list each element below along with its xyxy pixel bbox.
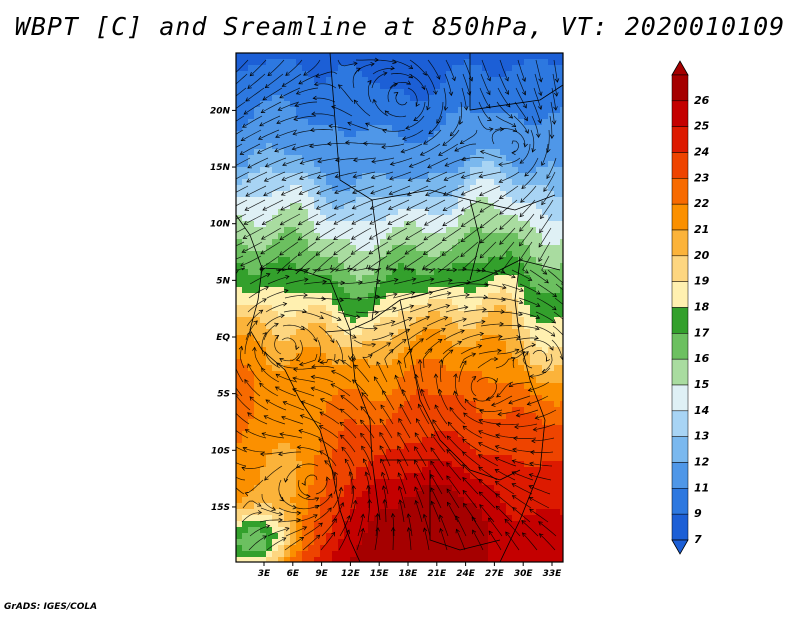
colorbar-swatch (671, 255, 689, 282)
colorbar-label: 20 (694, 249, 710, 262)
colorbar-label: 22 (694, 197, 710, 210)
wbpt-field (236, 53, 563, 562)
credit-label: GrADS: IGES/COLA (4, 602, 98, 612)
colorbar-swatch (671, 307, 689, 334)
lon-tick-label: 6E (287, 569, 300, 579)
colorbar-label: 14 (694, 404, 709, 417)
colorbar-label: 17 (694, 326, 710, 339)
colorbar-label: 18 (694, 301, 710, 314)
colorbar-swatch (671, 229, 689, 257)
colorbar-swatch (671, 513, 689, 541)
colorbar-label: 7 (694, 533, 702, 546)
colorbar: 26 25 24 23 22 21 20 19 18 17 16 15 14 13 12 11 9 7 (671, 60, 710, 555)
lat-tick-label: EQ (216, 333, 230, 343)
colorbar-label: 19 (694, 275, 710, 288)
lon-tick-label: 33E (543, 569, 563, 579)
colorbar-label: 24 (694, 146, 709, 159)
colorbar-label: 23 (694, 171, 710, 184)
lon-tick-label: 12E (341, 569, 361, 579)
lon-tick-label: 30E (514, 569, 534, 579)
lon-tick-label: 15E (370, 569, 390, 579)
country-borders (236, 53, 563, 562)
map-title: WBPT [C] and Sreamline at 850hPa, VT: 20… (14, 12, 786, 41)
longitude-axis: 3E 6E 9E 12E 15E 18E 21E 24E 27E 30E 33E (258, 562, 562, 579)
lon-tick-label: 9E (315, 569, 328, 579)
colorbar-label: 11 (694, 481, 709, 494)
colorbar-swatch (671, 384, 689, 412)
lat-tick-label: 20N (210, 106, 231, 116)
colorbar-swatch (671, 100, 689, 127)
colorbar-swatch (671, 333, 689, 360)
colorbar-label: 26 (694, 94, 710, 107)
colorbar-label: 25 (694, 120, 710, 133)
lat-tick-label: 10S (211, 446, 230, 456)
colorbar-top-arrow (671, 60, 689, 76)
lon-tick-label: 27E (485, 569, 505, 579)
colorbar-swatch (671, 488, 689, 515)
colorbar-bottom-arrow (671, 539, 689, 555)
colorbar-swatch (671, 436, 689, 463)
colorbar-swatch (671, 178, 689, 205)
colorbar-swatch (671, 462, 689, 489)
colorbar-swatch (671, 410, 689, 437)
colorbar-swatch (671, 203, 689, 231)
colorbar-swatch (671, 152, 689, 179)
colorbar-label: 12 (694, 456, 710, 469)
colorbar-swatch (671, 126, 689, 153)
map-frame (235, 52, 564, 563)
lon-tick-label: 3E (258, 569, 271, 579)
latitude-axis: 20N 15N 10N 5N EQ 5S 10S 15S (210, 106, 236, 513)
colorbar-swatch (671, 358, 689, 386)
lat-tick-label: 15N (210, 163, 231, 173)
colorbar-label: 13 (694, 430, 710, 443)
colorbar-swatch (671, 74, 689, 102)
lon-tick-label: 24E (456, 569, 476, 579)
colorbar-label: 21 (694, 223, 709, 236)
lat-tick-label: 5N (216, 276, 230, 286)
colorbar-label: 16 (694, 352, 710, 365)
lat-tick-label: 15S (211, 503, 230, 513)
colorbar-label: 9 (694, 507, 702, 520)
lat-tick-label: 5S (217, 390, 230, 400)
streamlines (236, 57, 563, 551)
colorbar-label: 15 (694, 378, 710, 391)
lon-tick-label: 21E (427, 569, 447, 579)
lat-tick-label: 10N (210, 220, 231, 230)
colorbar-swatch (671, 281, 689, 308)
lon-tick-label: 18E (399, 569, 419, 579)
